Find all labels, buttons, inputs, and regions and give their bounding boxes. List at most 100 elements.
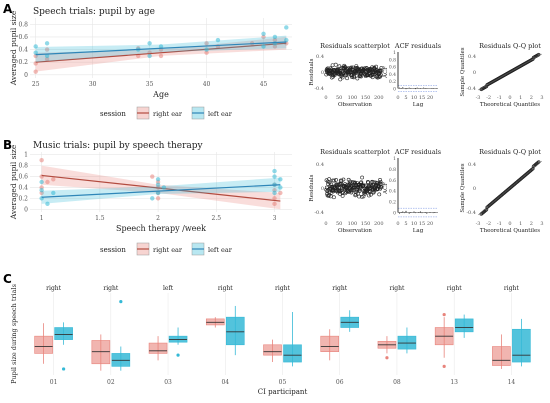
x-tick-label: 01 (50, 379, 58, 386)
x-tick-label: 2 (530, 95, 533, 101)
x-tick-label: 02 (107, 379, 115, 386)
x-tick-label: 1 (519, 95, 522, 101)
x-tick-label: 150 (361, 221, 371, 227)
residual-point (341, 177, 346, 182)
y-tick-label: -0.4 (314, 210, 324, 216)
x-tick-label: 100 (348, 221, 358, 227)
x-axis-label: Observation (338, 228, 372, 234)
residual-point (367, 193, 371, 198)
y-tick-label: 0.8 (18, 163, 28, 170)
panel-letter-a: A (3, 2, 13, 16)
box-outlier (62, 367, 66, 371)
residual-point (332, 178, 337, 183)
y-tick-label: -0.4 (466, 86, 476, 92)
data-point (272, 168, 277, 174)
residual-point (340, 75, 345, 80)
category-annotation: right (389, 285, 404, 292)
box-body (320, 335, 340, 352)
x-tick-label: 0 (324, 221, 327, 227)
y-tick-label: 0.6 (18, 174, 28, 181)
category-annotation: right (46, 285, 61, 292)
category-annotation: left (163, 285, 174, 292)
data-point (44, 56, 50, 62)
y-tick-label: 0.4 (389, 72, 396, 78)
qq-reference-line (477, 53, 543, 91)
data-point (261, 44, 266, 49)
x-tick-label: -2 (486, 95, 491, 101)
x-tick-label: 150 (361, 95, 371, 101)
data-point (284, 25, 289, 30)
data-point (204, 41, 209, 46)
x-tick-label: 3 (273, 215, 277, 222)
qq-reference-line (477, 160, 543, 216)
x-tick-label: 30 (89, 81, 97, 88)
x-tick-label: 2.5 (212, 215, 222, 222)
data-point (272, 44, 278, 49)
x-tick-label: 06 (336, 379, 344, 386)
residual-point (372, 67, 376, 71)
y-tick-label: 1 (393, 50, 396, 56)
residual-point (333, 62, 338, 67)
y-axis-label: ACF (383, 66, 389, 79)
y-tick-label: 0.4 (468, 54, 476, 60)
data-point (33, 69, 38, 74)
x-tick-label: 03 (164, 379, 172, 386)
data-point (284, 37, 289, 43)
residual-point (362, 66, 367, 71)
residual-point (379, 73, 384, 78)
fit-line (41, 184, 281, 198)
data-point (45, 201, 50, 207)
residual-point (354, 183, 359, 187)
x-tick-label: 15 (419, 95, 425, 101)
residual-point (378, 185, 383, 190)
y-tick-label: 0.4 (468, 162, 476, 168)
box-outlier (442, 364, 446, 368)
chart-title: Residuals scatterplot (320, 148, 390, 156)
y-tick-label: -0.4 (314, 86, 324, 92)
box-outlier (176, 353, 180, 357)
x-axis-label: Observation (338, 102, 372, 108)
category-annotation: right (504, 285, 519, 292)
chart-title: Residuals Q-Q plot (479, 148, 541, 156)
x-tick-label: 15 (419, 221, 425, 227)
x-axis-label: Theoretical Quantiles (480, 102, 540, 108)
data-point (39, 187, 44, 193)
category-annotation: right (447, 285, 462, 292)
chart-title: Residuals Q-Q plot (479, 42, 541, 50)
data-point (272, 201, 277, 207)
residual-point (328, 66, 333, 71)
residual-point (370, 75, 375, 80)
x-axis-label: Age (152, 90, 169, 99)
residual-point (377, 192, 382, 197)
y-tick-label: 0 (24, 72, 28, 79)
x-tick-label: 3 (540, 95, 543, 101)
x-axis-label: Lag (413, 102, 424, 108)
data-point (278, 190, 283, 196)
box-outlier (385, 356, 389, 360)
x-tick-label: 25 (32, 81, 40, 88)
data-point (51, 177, 56, 182)
box-body (225, 316, 245, 346)
data-point (44, 41, 50, 46)
chart-title: ACF residuals (394, 148, 441, 156)
residual-point (345, 76, 349, 81)
y-tick-label: 0 (473, 70, 476, 76)
chart-title: ACF residuals (394, 42, 441, 50)
x-tick-label: 13 (450, 379, 458, 386)
y-tick-label: 0.8 (389, 167, 396, 173)
residual-point (359, 180, 364, 185)
panel-letter-b: B (3, 138, 12, 152)
data-point (158, 44, 164, 49)
y-tick-label: -0.4 (466, 210, 476, 216)
x-tick-label: -1 (497, 221, 502, 227)
x-tick-label: -3 (476, 95, 481, 101)
x-tick-label: 0 (396, 221, 399, 227)
y-tick-label: 0.2 (18, 195, 28, 202)
x-tick-label: 20 (427, 95, 433, 101)
x-tick-label: 1.5 (95, 215, 105, 222)
data-point (272, 37, 278, 43)
y-tick-label: 0.6 (18, 34, 28, 41)
y-axis-label: Averaged pupil size (9, 10, 18, 86)
residual-point (378, 180, 383, 184)
x-tick-label: 35 (146, 81, 154, 88)
